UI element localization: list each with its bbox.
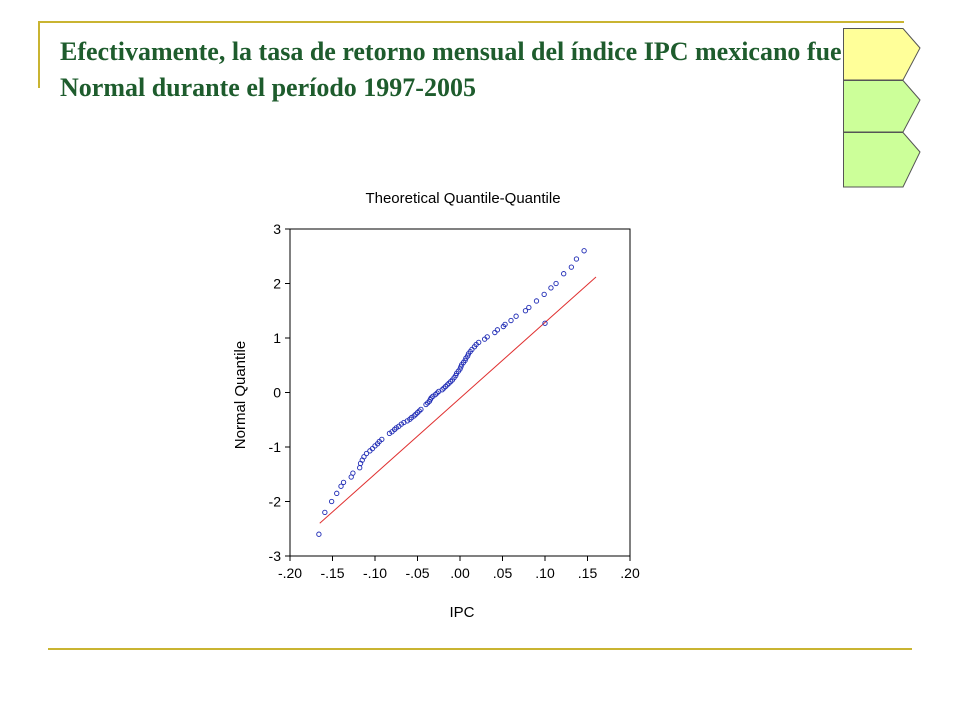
data-point <box>350 470 356 476</box>
tab-yellow <box>843 28 921 81</box>
x-axis-label: IPC <box>449 604 474 621</box>
data-point <box>334 490 340 496</box>
data-point <box>548 285 554 291</box>
left-rule <box>38 21 40 88</box>
data-point <box>379 436 385 443</box>
data-point <box>484 334 490 340</box>
data-point <box>522 308 529 314</box>
plot-area <box>289 228 631 557</box>
data-point <box>476 339 482 346</box>
data-point <box>494 327 501 333</box>
reference-line <box>319 276 597 524</box>
y-tick-label: -3 <box>269 548 282 564</box>
data-point <box>561 271 567 277</box>
data-point <box>533 298 540 304</box>
y-tick-label: 2 <box>273 276 281 292</box>
data-point <box>363 450 370 457</box>
data-point <box>316 531 322 537</box>
data-point <box>338 483 344 489</box>
y-tick-label: 3 <box>273 221 281 237</box>
data-point <box>418 406 424 413</box>
slide-title: Efectivamente, la tasa de retorno mensua… <box>60 37 842 102</box>
chart-title: Theoretical Quantile-Quantile <box>365 190 560 207</box>
x-tick-label: -.10 <box>363 565 387 581</box>
x-tick-label: .00 <box>450 565 470 581</box>
x-tick-label: .10 <box>535 565 555 581</box>
y-axis-label: Normal Quantile <box>232 341 249 449</box>
x-tick-label: .05 <box>493 565 513 581</box>
data-point <box>329 498 335 505</box>
data-points <box>316 248 587 537</box>
y-axis: 3 2 1 0 -1 -2 -3 <box>269 221 290 564</box>
x-tick-label: -.20 <box>278 565 302 581</box>
data-point <box>526 304 532 311</box>
data-point <box>322 509 328 516</box>
y-tick-label: -2 <box>269 494 282 510</box>
y-tick-label: -1 <box>269 439 282 455</box>
x-tick-label: -.15 <box>320 565 344 581</box>
y-tick-label: 1 <box>273 330 281 346</box>
data-point <box>568 264 574 270</box>
data-point <box>340 479 347 486</box>
data-point <box>581 248 587 254</box>
data-point <box>361 454 367 460</box>
x-tick-label: -.05 <box>405 565 429 581</box>
data-point <box>553 280 559 287</box>
x-tick-label: .15 <box>578 565 598 581</box>
top-rule <box>38 21 904 23</box>
tab-green-1 <box>843 80 921 133</box>
x-tick-label: .20 <box>620 565 640 581</box>
y-tick-label: 0 <box>273 385 281 401</box>
tab-green-2 <box>843 132 921 188</box>
x-axis: -.20 -.15 -.10 -.05 .00 .05 .10 .15 .20 <box>278 556 640 581</box>
data-point <box>542 320 548 326</box>
data-point <box>573 256 580 262</box>
qq-plot: Theoretical Quantile-Quantile 3 2 1 0 -1 -2 -3… <box>232 190 640 621</box>
data-point <box>502 321 508 328</box>
data-point <box>513 313 519 319</box>
bottom-rule <box>48 648 912 650</box>
data-point <box>508 317 514 324</box>
data-point <box>541 291 547 298</box>
